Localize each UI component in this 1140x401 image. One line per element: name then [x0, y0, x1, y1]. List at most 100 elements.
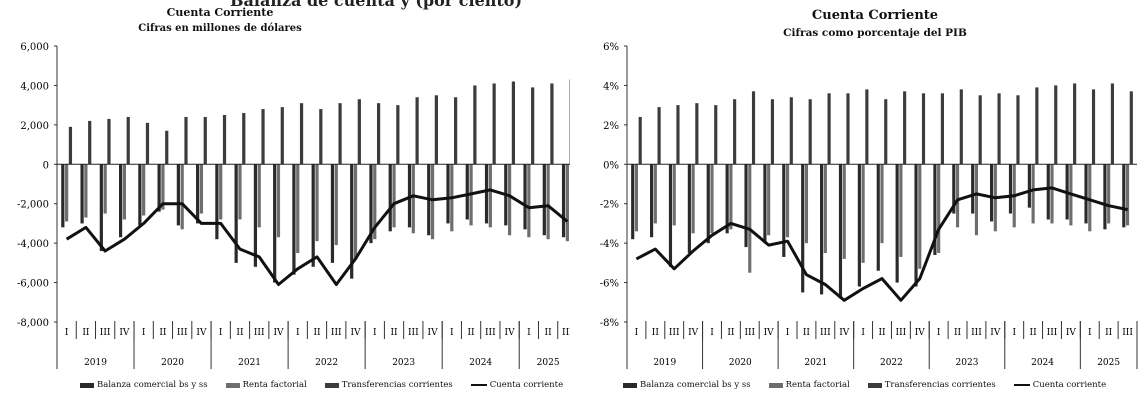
bar-renta: [1125, 164, 1130, 226]
y-tick-label: -2%: [600, 200, 619, 211]
line-cuenta-corriente: [635, 186, 1128, 302]
bar-renta: [785, 164, 790, 238]
bar-renta: [729, 164, 733, 230]
bar-balanza: [369, 164, 373, 244]
bar-balanza: [484, 164, 489, 224]
y-tick-label: -8,000: [17, 318, 49, 329]
bar-balanza: [706, 164, 710, 244]
legend-label: Cuenta corriente: [489, 380, 564, 390]
bar-balanza: [446, 164, 450, 224]
bar-renta: [219, 164, 223, 220]
legend-swatch: [1013, 384, 1030, 386]
bar-balanza: [725, 164, 729, 234]
legend: Balanza comercial bs y ss Renta factoria…: [80, 380, 563, 390]
bar-renta: [974, 164, 979, 236]
chart-panel-pib: Cuenta Corriente Cifras como porcentaje …: [575, 0, 1140, 401]
year-label: 2020: [161, 358, 184, 368]
bar-balanza: [895, 164, 899, 283]
bar-transferencias: [434, 95, 438, 165]
bar-renta: [634, 164, 639, 232]
quarter-label: III: [896, 328, 907, 338]
legend-item-cuenta: Cuenta corriente: [470, 380, 564, 390]
bar-balanza: [631, 164, 635, 240]
legend-label: Renta factorial: [785, 380, 850, 390]
quarter-label: IV: [196, 328, 207, 338]
bar-transferencias: [884, 99, 888, 165]
bar-renta: [804, 164, 809, 244]
bar-renta: [955, 164, 960, 228]
year-label: 2023: [956, 358, 979, 368]
quarter-label: IV: [273, 328, 284, 338]
bar-balanza: [1046, 164, 1050, 220]
bar-transferencias: [695, 103, 699, 165]
quarter-label: IV: [839, 328, 850, 338]
bar-renta: [1088, 164, 1092, 232]
y-tick-label: -2,000: [17, 200, 49, 211]
quarter-label: III: [485, 328, 496, 338]
quarter-label: IV: [505, 328, 516, 338]
bar-balanza: [350, 164, 354, 279]
bar-renta: [1107, 164, 1111, 224]
legend-item-transferencias: Transferencias corrientes: [867, 380, 996, 390]
bar-balanza: [311, 164, 315, 267]
bar-renta: [257, 164, 261, 228]
bar-renta: [238, 164, 242, 220]
y-tick-label: 2,000: [20, 121, 49, 132]
year-label: 2024: [1031, 358, 1054, 368]
bar-renta: [199, 164, 204, 214]
bar-transferencias: [531, 87, 535, 165]
bar-transferencias: [789, 97, 793, 165]
quarter-label: III: [100, 328, 111, 338]
legend-label: Cuenta corriente: [1032, 380, 1107, 390]
legend-swatch: [867, 382, 882, 388]
quarter-label: I: [373, 328, 377, 338]
bar-balanza: [971, 164, 975, 214]
bar-renta: [880, 164, 884, 244]
bar-renta: [122, 164, 127, 220]
bar-renta: [565, 164, 569, 242]
quarter-label: I: [1088, 328, 1092, 338]
legend-swatch: [470, 384, 487, 386]
quarter-label: IV: [428, 328, 439, 338]
quarter-label: II: [652, 328, 660, 338]
quarter-label: II: [1105, 328, 1113, 338]
bar-transferencias: [808, 99, 812, 165]
legend-swatch: [768, 382, 783, 388]
quarter-label: I: [710, 328, 714, 338]
bar-balanza: [465, 164, 469, 220]
y-tick-label: 4,000: [20, 81, 49, 92]
bar-transferencias: [1129, 91, 1133, 165]
bar-transferencias: [921, 93, 926, 165]
bar-renta: [748, 164, 752, 273]
quarter-label: I: [219, 328, 223, 338]
bar-balanza: [668, 164, 673, 267]
quarter-label: I: [65, 328, 69, 338]
quarter-label: III: [331, 328, 342, 338]
bar-renta: [710, 164, 714, 234]
bar-transferencias: [657, 107, 661, 165]
bar-transferencias: [299, 103, 304, 165]
quarter-label: III: [177, 328, 188, 338]
bar-transferencias: [978, 95, 982, 165]
bar-renta: [672, 164, 676, 226]
bar-renta: [334, 164, 338, 246]
bar-transferencias: [827, 93, 831, 165]
bar-balanza: [952, 164, 956, 214]
bar-balanza: [933, 164, 937, 255]
bar-transferencias: [676, 105, 680, 165]
quarter-label: III: [254, 328, 265, 338]
bar-balanza: [234, 164, 238, 263]
year-label: 2024: [469, 358, 492, 368]
quarter-label: II: [878, 328, 886, 338]
bar-transferencias: [1016, 95, 1020, 165]
legend-item-balanza: Balanza comercial bs y ss: [80, 380, 208, 390]
bar-transferencias: [454, 97, 458, 165]
bar-renta: [180, 164, 184, 230]
legend-item-cuenta: Cuenta corriente: [1013, 380, 1107, 390]
bar-balanza: [914, 164, 918, 287]
bar-renta: [842, 164, 846, 259]
y-tick-label: -4,000: [17, 239, 49, 250]
bar-balanza: [561, 164, 566, 238]
legend: Balanza comercial bs y ss Renta factoria…: [623, 380, 1106, 390]
bar-transferencias: [242, 113, 246, 165]
